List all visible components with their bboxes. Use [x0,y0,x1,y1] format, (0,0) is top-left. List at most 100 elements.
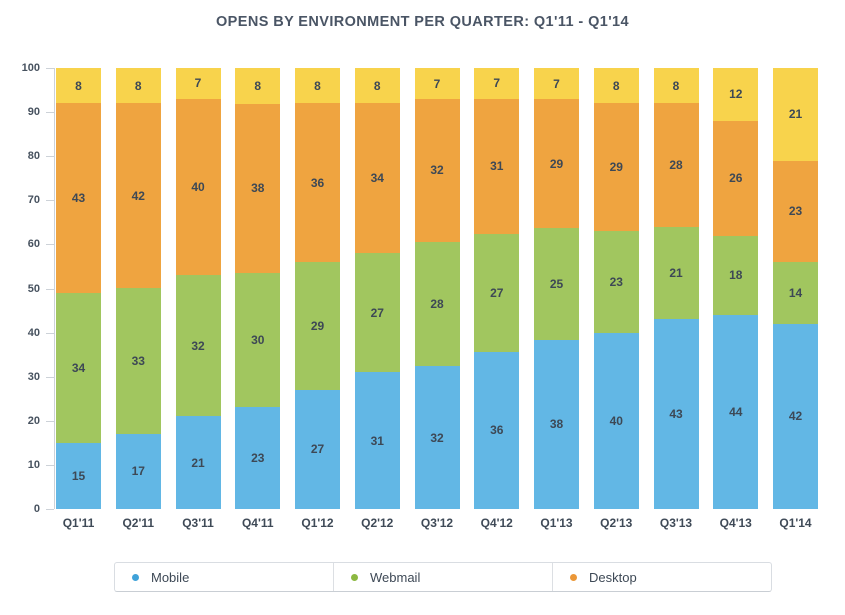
y-axis-tick [46,509,54,510]
bar-segment-webmail[interactable]: 21 [653,226,699,320]
bar-segment-mobile[interactable]: 40 [593,332,639,509]
bar-segment-mobile[interactable]: 32 [414,366,460,509]
bar-segment-webmail[interactable]: 30 [235,272,281,407]
bar-segment-mobile[interactable]: 42 [773,323,818,509]
bar-segment-desktop[interactable]: 36 [295,103,340,263]
y-axis-tick [46,464,54,466]
stacked-bar-q213: 8 29 23 40 [593,68,639,509]
bar-segment-desktop[interactable]: 28 [653,103,699,227]
bar-segment-value-label: 12 [729,87,743,102]
bar-segment-other[interactable]: 8 [593,68,639,104]
stacked-bar-q212: 8 34 27 31 [354,68,400,509]
stacked-bar-q114: 21 23 14 42 [773,68,818,509]
bar-segment-desktop[interactable]: 32 [414,99,460,242]
bar-segment-value-label: 15 [71,468,86,483]
x-axis-label: Q4'11 [241,516,274,530]
bar-segment-desktop[interactable]: 43 [56,103,101,293]
legend-item-label: Mobile [151,569,190,585]
bar-segment-mobile[interactable]: 15 [56,442,101,509]
bar-segment-mobile[interactable]: 27 [295,389,340,509]
y-axis-tick-label: 20 [27,414,40,427]
bar-segment-webmail[interactable]: 33 [115,288,161,434]
bar-segment-other[interactable]: 7 [474,68,520,99]
bar-segment-desktop[interactable]: 31 [474,98,520,234]
y-axis-tick-label: 50 [27,282,40,295]
bar-segment-value-label: 33 [131,354,145,369]
bar-segment-value-label: 7 [553,76,560,91]
bar-segment-mobile[interactable]: 44 [713,314,759,509]
bar-segment-mobile[interactable]: 23 [235,406,281,509]
bar-segment-webmail[interactable]: 34 [56,292,101,443]
bar-segment-mobile[interactable]: 21 [175,416,221,509]
bar-segment-desktop[interactable]: 42 [115,103,161,289]
y-axis-tick-label: 70 [27,194,40,207]
bar-segment-mobile[interactable]: 43 [653,319,699,509]
bar-segment-value-label: 17 [131,464,145,479]
bar-segment-webmail[interactable]: 23 [593,231,639,333]
bar-segment-webmail[interactable]: 14 [773,262,818,324]
bar-segment-other[interactable]: 8 [354,68,400,104]
bar-segment-webmail[interactable]: 25 [534,228,579,340]
bar-segment-value-label: 7 [433,76,441,91]
bar-segment-value-label: 29 [310,318,325,333]
y-axis-tick [46,68,54,69]
bar-segment-webmail[interactable]: 27 [354,253,400,373]
bar-segment-webmail[interactable]: 27 [474,233,520,352]
bar-segment-value-label: 44 [729,404,743,419]
bar-segment-mobile[interactable]: 31 [354,372,400,509]
bar-segment-value-label: 36 [310,175,325,190]
bar-segment-other[interactable]: 8 [235,68,281,104]
bar-segment-value-label: 14 [788,285,803,300]
bar-segment-other[interactable]: 8 [56,68,101,104]
bar-segment-desktop[interactable]: 26 [713,120,759,236]
bar-segment-value-label: 32 [430,430,444,445]
stacked-bar-q411: 8 38 30 23 [235,68,281,509]
bar-segment-webmail[interactable]: 28 [414,241,460,367]
bar-segment-other[interactable]: 7 [175,68,221,99]
bar-segment-desktop[interactable]: 40 [175,98,221,276]
x-axis-label: Q2'12 [361,516,394,530]
bar-segment-desktop[interactable]: 29 [534,99,579,229]
legend-item-mobile[interactable]: Mobile [115,563,333,591]
legend-item-label: Webmail [370,569,421,585]
bar-segment-webmail[interactable]: 18 [713,235,759,315]
y-axis-tick-label: 80 [27,150,40,163]
bar-segment-desktop[interactable]: 34 [354,103,400,254]
bar-segment-webmail[interactable]: 32 [175,275,221,417]
bar-segment-other[interactable]: 8 [115,68,161,104]
bar-segment-value-label: 21 [788,107,803,122]
bar-segment-value-label: 32 [430,163,444,178]
bar-segment-other[interactable]: 7 [534,68,579,100]
bar-segment-value-label: 26 [729,171,743,186]
bar-segment-value-label: 18 [729,268,743,283]
bar-segment-desktop[interactable]: 29 [593,103,639,232]
x-axis-label: Q3'12 [420,516,454,530]
legend: Mobile Webmail Desktop [114,562,772,592]
bar-segment-value-label: 38 [251,181,265,196]
bar-segment-mobile[interactable]: 17 [115,434,161,509]
bar-segment-desktop[interactable]: 23 [773,160,818,263]
bar-segment-other[interactable]: 12 [713,68,759,121]
bar-segment-other[interactable]: 8 [295,68,340,104]
bar-segment-value-label: 7 [194,76,202,91]
bar-segment-other[interactable]: 7 [414,68,460,100]
x-axis-label: Q1'13 [540,516,573,530]
bar-segment-value-label: 40 [609,413,623,428]
bar-segment-value-label: 21 [191,455,205,470]
bar-segment-value-label: 43 [71,191,86,206]
bar-segment-mobile[interactable]: 38 [534,339,579,509]
bar-segment-desktop[interactable]: 38 [235,103,281,273]
bar-segment-webmail[interactable]: 29 [295,262,340,390]
x-axis-label: Q2'11 [122,516,155,530]
legend-item-desktop[interactable]: Desktop [552,563,771,591]
bar-segment-value-label: 8 [75,78,82,93]
bar-segment-other[interactable]: 21 [773,68,818,161]
legend-item-webmail[interactable]: Webmail [333,563,552,591]
y-axis-tick [46,376,54,378]
bar-segment-value-label: 23 [609,274,623,289]
bar-segment-value-label: 38 [549,417,564,432]
bar-segment-other[interactable]: 8 [653,68,699,104]
bar-segment-mobile[interactable]: 36 [474,351,520,509]
bar-segment-value-label: 28 [430,297,444,312]
